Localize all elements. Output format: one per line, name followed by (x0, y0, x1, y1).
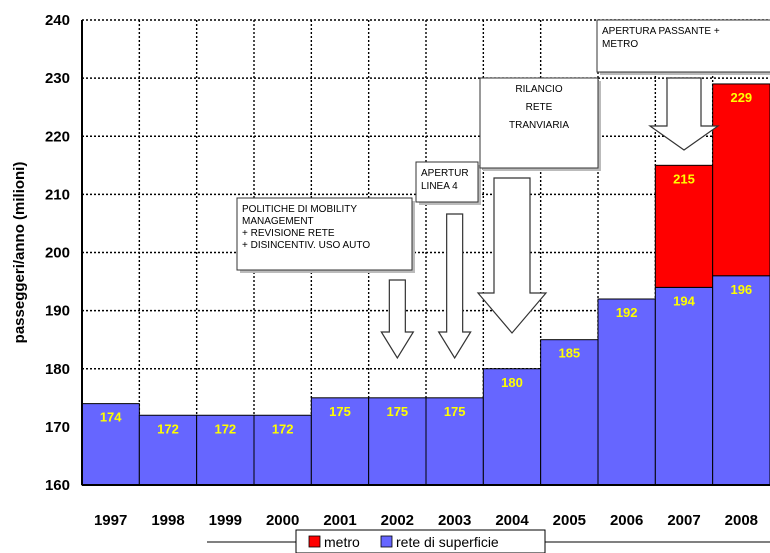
y-axis-title: passeggeri/anno (milioni) (11, 162, 28, 344)
annotation-2004-line-2: TRANVIARIA (509, 120, 569, 131)
data-label-2004: 180 (501, 375, 523, 390)
data-label-1997: 174 (100, 410, 122, 425)
x-tick-label-2004: 2004 (495, 512, 529, 529)
bar-metro-2007 (654, 164, 714, 288)
bar-metro-2008 (712, 83, 770, 277)
annotation-2002-line-0: POLITICHE DI MOBILITY (242, 204, 357, 215)
data-label-2003: 175 (444, 404, 466, 419)
annotation-2007-box (596, 19, 770, 73)
annotation-2007-line-0: APERTURA PASSANTE + (602, 26, 720, 37)
total-label-2007: 215 (673, 171, 695, 186)
x-tick-label-2007: 2007 (667, 512, 700, 529)
data-label-2006: 192 (616, 305, 638, 320)
annotation-2004-line-0: RILANCIO (515, 84, 562, 95)
x-tick-label-2003: 2003 (438, 512, 471, 529)
annotation-2004-box (479, 77, 599, 169)
legend-box (295, 529, 546, 553)
annotation-2007-arrow (648, 77, 720, 151)
bar-rete-di-superficie-2004 (482, 368, 542, 486)
bar-rete-di-superficie-2006 (597, 298, 656, 486)
annotation-2002-line-3: + DISINCENTIV. USO AUTO (242, 240, 370, 251)
x-tick-label-2001: 2001 (323, 512, 356, 529)
x-tick-label-2005: 2005 (553, 512, 586, 529)
data-label-2000: 172 (272, 421, 294, 436)
y-tick-label-160: 160 (45, 477, 70, 494)
data-label-2007: 194 (673, 293, 695, 308)
y-tick-label-200: 200 (45, 245, 70, 262)
y-tick-label-220: 220 (45, 128, 70, 145)
x-tick-label-2006: 2006 (610, 512, 643, 529)
bar-rete-di-superficie-2007 (654, 286, 714, 486)
x-tick-label-1998: 1998 (151, 512, 184, 529)
data-label-1998: 172 (157, 421, 179, 436)
annotation-2002-arrow (380, 279, 415, 360)
bar-rete-di-superficie-2008 (712, 275, 770, 486)
annotation-2002-box (236, 197, 413, 271)
legend-label-metro: metro (324, 534, 360, 550)
x-tick-label-1997: 1997 (94, 512, 127, 529)
total-label-2008: 229 (730, 90, 752, 105)
annotation-2003-box (415, 161, 479, 203)
annotation-2003-line-1: LINEA 4 (421, 181, 458, 192)
data-label-2002: 175 (386, 404, 408, 419)
x-tick-label-1999: 1999 (209, 512, 242, 529)
bar-rete-di-superficie-2005 (540, 339, 599, 486)
annotation-2003-arrow (437, 213, 472, 360)
y-tick-label-190: 190 (45, 303, 70, 320)
legend-swatch-rete-di-superficie (380, 535, 393, 548)
bar-rete-di-superficie-2003 (425, 397, 484, 486)
annotation-2004-line-1: RETE (526, 102, 553, 113)
annotation-2007-line-1: METRO (602, 39, 638, 50)
x-tick-label-2002: 2002 (381, 512, 414, 529)
annotation-2003-line-0: APERTUR (421, 168, 469, 179)
data-label-2005: 185 (558, 346, 580, 361)
legend-swatch-metro (308, 535, 321, 548)
y-tick-label-210: 210 (45, 186, 70, 203)
data-label-1999: 172 (214, 421, 236, 436)
y-tick-label-230: 230 (45, 70, 70, 87)
axes: 160 170 180 190 200 210 220 230 240 1997 1998 1999 2… (11, 12, 770, 529)
annotation-2004-arrow (476, 177, 548, 334)
annotation-2002-line-2: + REVISIONE RETE (242, 228, 335, 239)
bars: 174 172 172 172 175 175 175 180 185 192 194 196 215 2… (81, 83, 770, 486)
legend-label-rete-di-superficie: rete di superficie (396, 534, 499, 550)
data-label-2001: 175 (329, 404, 351, 419)
x-tick-label-2000: 2000 (266, 512, 299, 529)
x-tick-label-2008: 2008 (725, 512, 758, 529)
y-tick-label-180: 180 (45, 361, 70, 378)
y-tick-label-240: 240 (45, 12, 70, 29)
y-tick-label-170: 170 (45, 419, 70, 436)
annotation-2002-line-1: MANAGEMENT (242, 216, 314, 227)
data-label-2008: 196 (730, 282, 752, 297)
legend: metro rete di superficie (207, 529, 770, 553)
